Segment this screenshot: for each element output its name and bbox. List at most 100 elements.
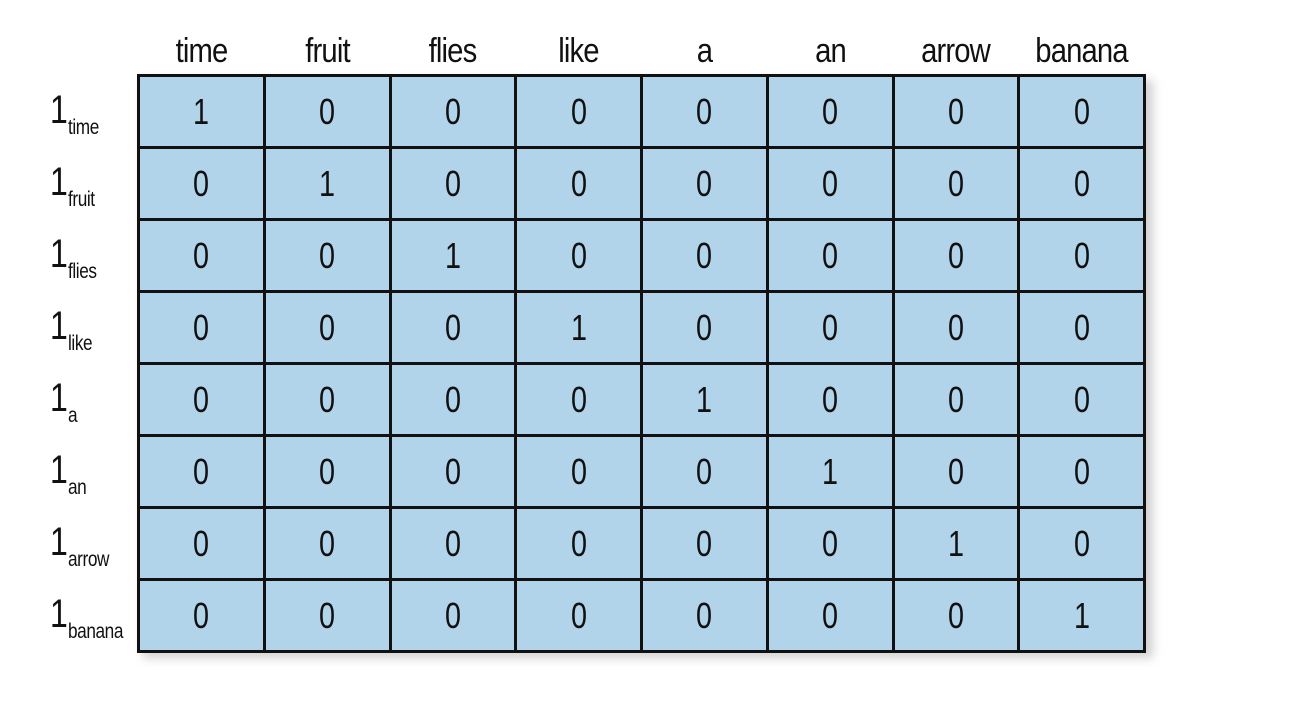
matrix-cell-value: 0 <box>947 450 964 492</box>
row-label-main: 1 <box>50 519 68 564</box>
row-label-subscript: like <box>68 331 93 355</box>
matrix-cell-value: 0 <box>444 522 461 564</box>
matrix-cell: 0 <box>517 221 640 290</box>
matrix-cell-value: 0 <box>822 90 839 132</box>
matrix-cell-value: 0 <box>947 162 964 204</box>
matrix-cell: 0 <box>265 293 389 362</box>
matrix-cell: 0 <box>894 149 1018 218</box>
matrix-cell: 0 <box>265 365 389 434</box>
matrix-cell: 0 <box>265 581 389 650</box>
matrix-cell-value: 0 <box>193 234 210 276</box>
column-header: arrow <box>921 31 991 70</box>
matrix-cell: 0 <box>140 581 263 650</box>
column-header: fruit <box>304 31 350 70</box>
matrix-cell: 0 <box>517 437 640 506</box>
matrix-cell-value: 0 <box>696 522 713 564</box>
matrix-cell: 0 <box>1020 293 1143 362</box>
matrix-cell: 0 <box>140 293 263 362</box>
matrix-cell-value: 0 <box>319 378 336 420</box>
column-header: a <box>696 31 713 70</box>
matrix-cell-value: 0 <box>319 234 336 276</box>
matrix-cell: 0 <box>1020 509 1143 578</box>
matrix-cell: 0 <box>517 149 640 218</box>
matrix-cell: 0 <box>140 221 263 290</box>
row-label-main: 1 <box>50 87 68 132</box>
matrix-cell: 1 <box>894 509 1018 578</box>
matrix-cell-value: 0 <box>1073 378 1090 420</box>
row-label: 1 fruit <box>50 146 140 218</box>
matrix-cell: 0 <box>643 293 766 362</box>
matrix-cell-value: 0 <box>193 306 210 348</box>
matrix-cell-value: 0 <box>444 162 461 204</box>
matrix-cell-value: 0 <box>444 594 461 636</box>
matrix-cell-value: 1 <box>193 90 210 132</box>
matrix-cell-value: 0 <box>193 450 210 492</box>
matrix-cell: 0 <box>140 509 263 578</box>
matrix-cell: 0 <box>140 149 263 218</box>
matrix-cell: 0 <box>265 437 389 506</box>
matrix-cell: 0 <box>894 581 1018 650</box>
matrix-cell: 1 <box>1020 581 1143 650</box>
matrix-cell: 0 <box>265 77 389 146</box>
matrix-cell-value: 0 <box>1073 450 1090 492</box>
row-label-main: 1 <box>50 159 68 204</box>
matrix-cell-value: 0 <box>319 306 336 348</box>
row-label: 1 arrow <box>50 506 140 578</box>
row-label: 1 an <box>50 434 140 506</box>
matrix-cell-value: 0 <box>822 234 839 276</box>
matrix-cell-value: 0 <box>444 90 461 132</box>
column-header: time <box>175 31 228 70</box>
matrix-cell: 0 <box>391 365 515 434</box>
matrix-cell-value: 0 <box>947 378 964 420</box>
matrix-cell: 0 <box>768 581 892 650</box>
matrix-cell-value: 0 <box>947 306 964 348</box>
matrix-cell: 0 <box>768 509 892 578</box>
matrix-cell: 0 <box>265 221 389 290</box>
row-label-subscript: an <box>68 475 87 499</box>
matrix-cell-value: 0 <box>947 594 964 636</box>
row-label-subscript: flies <box>68 259 97 283</box>
matrix-cell: 0 <box>894 293 1018 362</box>
matrix-cell-value: 0 <box>947 90 964 132</box>
matrix-cell: 0 <box>768 365 892 434</box>
matrix-cell-value: 0 <box>822 594 839 636</box>
matrix-cell-value: 0 <box>319 90 336 132</box>
row-label-main: 1 <box>50 231 68 276</box>
matrix-cell-value: 0 <box>822 378 839 420</box>
matrix-cell: 0 <box>391 437 515 506</box>
column-header: like <box>558 31 599 70</box>
matrix-cell-value: 0 <box>947 234 964 276</box>
matrix-cell-value: 0 <box>822 162 839 204</box>
matrix-cell-value: 0 <box>1073 522 1090 564</box>
matrix-cell: 0 <box>391 149 515 218</box>
matrix-cell-value: 0 <box>193 378 210 420</box>
matrix-cell-value: 1 <box>947 522 964 564</box>
matrix-cell-value: 0 <box>570 162 587 204</box>
matrix-cell: 0 <box>894 77 1018 146</box>
matrix-cell-value: 0 <box>570 90 587 132</box>
matrix-cell-value: 0 <box>696 90 713 132</box>
column-header: banana <box>1035 31 1128 70</box>
matrix-cell-value: 0 <box>444 306 461 348</box>
matrix-cell-value: 0 <box>319 522 336 564</box>
matrix-cell-value: 1 <box>822 450 839 492</box>
matrix-cell-value: 1 <box>444 234 461 276</box>
matrix-cell: 0 <box>643 77 766 146</box>
matrix-cell: 0 <box>140 437 263 506</box>
matrix-cell-value: 0 <box>570 522 587 564</box>
row-label-subscript: time <box>68 115 100 139</box>
matrix-cell-value: 0 <box>696 450 713 492</box>
matrix-cell-value: 0 <box>319 594 336 636</box>
matrix-cell-value: 0 <box>193 162 210 204</box>
row-label-subscript: arrow <box>68 547 110 571</box>
matrix-cell-value: 0 <box>1073 234 1090 276</box>
row-label-subscript: a <box>68 403 78 427</box>
matrix-cell: 0 <box>1020 149 1143 218</box>
column-header: flies <box>429 31 478 70</box>
matrix-cell: 0 <box>768 149 892 218</box>
matrix-cell-value: 0 <box>570 378 587 420</box>
matrix-cell: 0 <box>391 293 515 362</box>
matrix-cell-value: 0 <box>696 234 713 276</box>
